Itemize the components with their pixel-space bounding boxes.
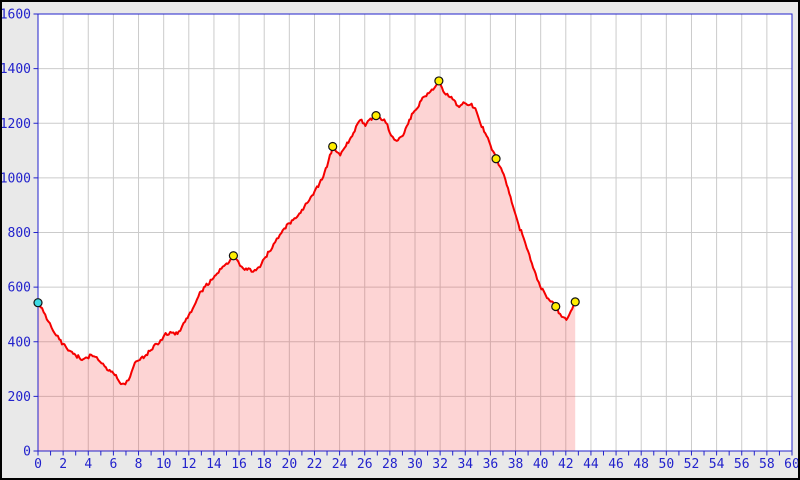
axis-ticks: [33, 13, 793, 456]
x-tick-label: 14: [206, 457, 222, 472]
x-tick-label: 46: [608, 457, 624, 472]
x-tick-label: 28: [382, 457, 398, 472]
x-tick-label: 4: [84, 457, 92, 472]
x-tick-label: 40: [533, 457, 549, 472]
x-axis-labels: 0 2 4 6 8 10 12 14 16 18 20 22 24 26 28 30 32 34 36 38 40 42 4…: [34, 457, 800, 472]
x-tick-label: 24: [332, 457, 348, 472]
x-tick-label: 20: [282, 457, 298, 472]
x-tick-label: 52: [684, 457, 700, 472]
y-tick-label: 0: [23, 445, 31, 460]
x-tick-label: 30: [407, 457, 423, 472]
x-tick-label: 38: [508, 457, 524, 472]
waypoint-marker: [228, 251, 239, 261]
y-tick-label: 600: [8, 281, 31, 296]
plot-border: [37, 13, 793, 452]
elevation-line: [37, 79, 577, 386]
x-tick-label: 0: [34, 457, 42, 472]
y-axis-labels: 0 200 400 600 800 1000 1200 1400 1600: [0, 8, 31, 460]
x-tick-label: 34: [457, 457, 473, 472]
waypoint-marker: [491, 154, 501, 164]
y-tick-label: 800: [8, 226, 31, 241]
x-tick-label: 44: [583, 457, 599, 472]
waypoint-marker: [551, 301, 561, 312]
y-tick-label: 1200: [0, 117, 31, 132]
x-tick-label: 36: [483, 457, 499, 472]
x-tick-label: 32: [432, 457, 448, 472]
waypoint-marker: [371, 111, 381, 121]
x-tick-label: 50: [659, 457, 675, 472]
x-tick-label: 60: [784, 457, 800, 472]
x-tick-label: 54: [709, 457, 725, 472]
x-tick-label: 56: [734, 457, 750, 472]
start-marker: [33, 298, 43, 308]
y-tick-label: 1600: [0, 8, 31, 23]
x-tick-label: 2: [59, 457, 67, 472]
y-tick-label: 200: [8, 390, 31, 405]
waypoint-marker: [570, 297, 580, 307]
x-tick-label: 10: [156, 457, 172, 472]
x-tick-label: 18: [256, 457, 272, 472]
x-tick-label: 16: [231, 457, 247, 472]
x-tick-label: 42: [558, 457, 574, 472]
x-tick-label: 58: [759, 457, 775, 472]
waypoint-marker: [434, 76, 444, 86]
x-tick-label: 6: [109, 457, 117, 472]
y-tick-label: 1400: [0, 62, 31, 77]
elevation-fill: [38, 80, 576, 452]
x-tick-label: 12: [181, 457, 197, 472]
gridlines: [38, 14, 792, 451]
x-tick-label: 48: [633, 457, 649, 472]
y-tick-label: 400: [8, 335, 31, 350]
x-tick-label: 8: [135, 457, 143, 472]
y-tick-label: 1000: [0, 171, 31, 186]
waypoint-marker: [328, 141, 338, 152]
x-tick-label: 26: [357, 457, 373, 472]
x-tick-label: 22: [307, 457, 323, 472]
waypoint-markers: [33, 76, 580, 312]
